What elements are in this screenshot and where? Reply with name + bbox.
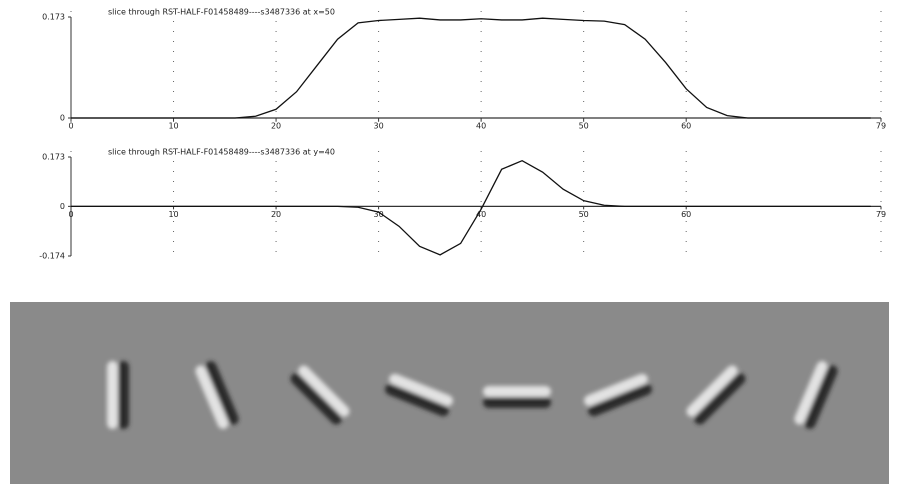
x-tick-label: 60 bbox=[681, 210, 691, 219]
figure: slice through RST-HALF-F01458489----s348… bbox=[0, 0, 901, 489]
x-tick-label: 60 bbox=[681, 122, 691, 131]
x-tick-label: 20 bbox=[271, 210, 281, 219]
x-tick-label: 20 bbox=[271, 122, 281, 131]
x-tick-label: 50 bbox=[579, 210, 589, 219]
y-tick-label: 0.173 bbox=[42, 13, 65, 22]
x-tick-label: 10 bbox=[168, 210, 178, 219]
x-tick-label: 10 bbox=[168, 122, 178, 131]
kernel-panel bbox=[10, 302, 889, 484]
data-line bbox=[71, 18, 871, 118]
data-line bbox=[71, 161, 871, 255]
x-tick-label: 40 bbox=[476, 122, 486, 131]
x-tick-label: 79 bbox=[876, 210, 886, 219]
y-tick-label: 0.173 bbox=[42, 153, 65, 162]
x-tick-label: 79 bbox=[876, 122, 886, 131]
x-tick-label: 30 bbox=[374, 122, 384, 131]
chart-title: slice through RST-HALF-F01458489----s348… bbox=[108, 148, 335, 157]
kernel bbox=[107, 361, 129, 429]
chart-title: slice through RST-HALF-F01458489----s348… bbox=[108, 8, 335, 17]
y-tick-label: -0.174 bbox=[39, 252, 65, 261]
y-tick-label: 0 bbox=[60, 202, 65, 211]
x-tick-label: 0 bbox=[68, 122, 73, 131]
kernel bbox=[483, 386, 551, 408]
y-tick-label: 0 bbox=[60, 114, 65, 123]
x-tick-label: 50 bbox=[579, 122, 589, 131]
